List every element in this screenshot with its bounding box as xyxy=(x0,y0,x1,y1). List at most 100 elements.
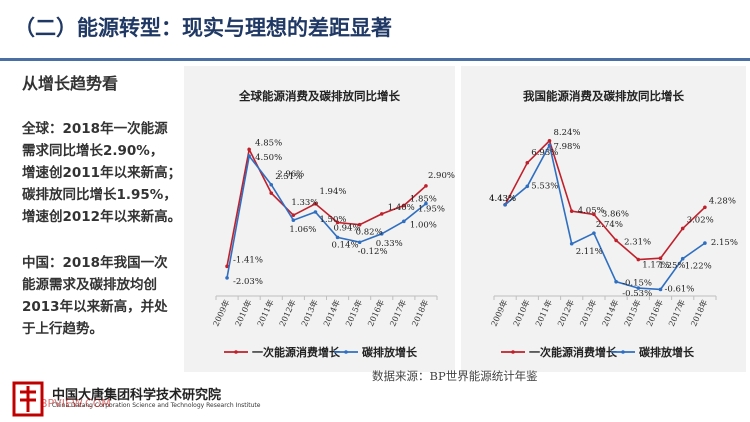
data-point xyxy=(357,222,362,227)
watermark: BPVIEW.COM xyxy=(40,397,111,410)
section-subtitle: 从增长趋势看 xyxy=(22,74,119,93)
x-tick-label: 2013年 xyxy=(299,298,320,328)
data-label: 1.95% xyxy=(418,205,445,215)
x-tick-label: 2017年 xyxy=(666,298,687,328)
data-point xyxy=(658,287,663,292)
legend-marker xyxy=(621,350,625,354)
data-point xyxy=(547,138,552,143)
data-point xyxy=(424,184,428,188)
data-label: 1.00% xyxy=(410,220,437,230)
global-chart-panel: 全球能源消费及碳排放同比增长 2009年 2010年 2011年 2012年 2013年 2… xyxy=(184,66,455,372)
data-point xyxy=(614,279,618,284)
data-label: -0.53% xyxy=(622,289,652,299)
data-point xyxy=(525,160,530,165)
data-point xyxy=(658,256,663,260)
data-label: 2.31% xyxy=(624,237,651,247)
data-point xyxy=(614,238,618,243)
data-point xyxy=(592,231,596,235)
data-point xyxy=(680,226,685,231)
title-divider xyxy=(0,58,750,61)
data-label: 2.15% xyxy=(711,238,738,248)
x-tick-label: 2011年 xyxy=(533,298,554,328)
data-label: 5.53% xyxy=(531,181,558,191)
data-point xyxy=(269,191,274,195)
data-label: 1.94% xyxy=(319,187,346,197)
china-line: 能源需求及碳排放均创 xyxy=(22,277,157,293)
data-label: 4.43% xyxy=(489,194,516,204)
data-label: 8.24% xyxy=(554,128,581,138)
data-label: 0.14% xyxy=(332,240,359,250)
legend-label: 碳排放增长 xyxy=(362,345,418,359)
data-label: 1.33% xyxy=(291,198,318,208)
legend-label: 一次能源消费增长 xyxy=(252,345,341,359)
chart-title: 全球能源消费及碳排放同比增长 xyxy=(238,89,400,103)
china-line: 2013年以来新高，并处 xyxy=(22,299,168,315)
global-line: 需求同比增长2.90%， xyxy=(22,143,164,159)
data-label: -0.15% xyxy=(622,279,652,289)
global-line: 碳排放同比增长1.95%， xyxy=(22,187,177,203)
x-tick-label: 2014年 xyxy=(321,298,342,328)
series-line xyxy=(504,139,706,261)
x-tick-label: 2016年 xyxy=(365,298,386,328)
data-label: 4.05% xyxy=(578,206,605,216)
x-tick-label: 2016年 xyxy=(644,298,665,328)
x-tick-label: 2009年 xyxy=(211,298,232,328)
company-logo: 中国大唐集团科学技术研究院 China Datang Corporation S… xyxy=(10,380,270,420)
data-label: 0.82% xyxy=(356,228,383,238)
data-point xyxy=(703,241,707,245)
data-point xyxy=(335,220,340,225)
legend-label: 碳排放增长 xyxy=(639,345,695,359)
data-label: 1.06% xyxy=(289,225,316,235)
data-point xyxy=(569,209,574,213)
x-tick-label: 2013年 xyxy=(577,298,598,328)
x-tick-label: 2015年 xyxy=(343,298,364,328)
global-line: 增速创2012年以来新高。 xyxy=(22,209,182,225)
data-label: 1.50% xyxy=(319,215,346,225)
chart-title: 我国能源消费及碳排放同比增长 xyxy=(523,89,684,103)
data-label: 2.51% xyxy=(275,172,302,182)
x-tick-label: 2012年 xyxy=(277,298,298,328)
x-tick-label: 2015年 xyxy=(622,298,643,328)
data-point xyxy=(569,241,574,246)
data-label: 3.86% xyxy=(602,209,629,219)
data-label: 0.33% xyxy=(376,239,403,249)
data-label: 4.85% xyxy=(255,138,282,148)
data-point xyxy=(225,276,229,280)
legend-marker xyxy=(344,350,348,354)
data-point xyxy=(379,212,384,216)
data-point xyxy=(379,232,384,236)
data-label: -0.12% xyxy=(358,247,388,257)
data-label: 1.85% xyxy=(410,194,437,204)
data-point xyxy=(313,201,318,206)
logo-english-name: China Datang Corporation Science and Tec… xyxy=(52,402,261,409)
data-point xyxy=(225,264,229,269)
data-point xyxy=(424,201,428,206)
data-point xyxy=(247,154,251,158)
legend-label: 一次能源消费增长 xyxy=(529,345,618,359)
data-point xyxy=(291,218,296,223)
data-point xyxy=(291,213,296,217)
data-point xyxy=(247,147,251,152)
data-label: 1.25% xyxy=(659,261,686,271)
series-line xyxy=(226,154,427,279)
x-tick-label: 2010年 xyxy=(511,298,532,328)
data-label: 1.22% xyxy=(685,262,712,272)
data-label: 1.40% xyxy=(388,203,415,213)
global-line: 增速创2011年以来新高； xyxy=(22,165,182,181)
global-line: 全球：2018年一次能源 xyxy=(22,121,168,137)
china-line: 中国：2018年我国一次 xyxy=(22,255,168,271)
data-point xyxy=(402,219,406,224)
data-point xyxy=(503,202,507,207)
china-chart: 我国能源消费及碳排放同比增长 2009年 2010年 2011年 2012年 2013年 2… xyxy=(489,89,738,359)
x-tick-label: 2012年 xyxy=(555,298,576,328)
series-line xyxy=(504,142,706,291)
data-point xyxy=(525,184,530,189)
data-label: 7.98% xyxy=(554,142,581,152)
x-tick-label: 2018年 xyxy=(688,298,709,328)
data-point xyxy=(703,205,707,210)
china-line: 于上行趋势。 xyxy=(22,321,103,337)
data-point xyxy=(547,143,552,147)
x-tick-label: 2009年 xyxy=(489,298,510,328)
x-tick-label: 2011年 xyxy=(255,298,276,328)
data-label: 0.94% xyxy=(334,223,361,233)
